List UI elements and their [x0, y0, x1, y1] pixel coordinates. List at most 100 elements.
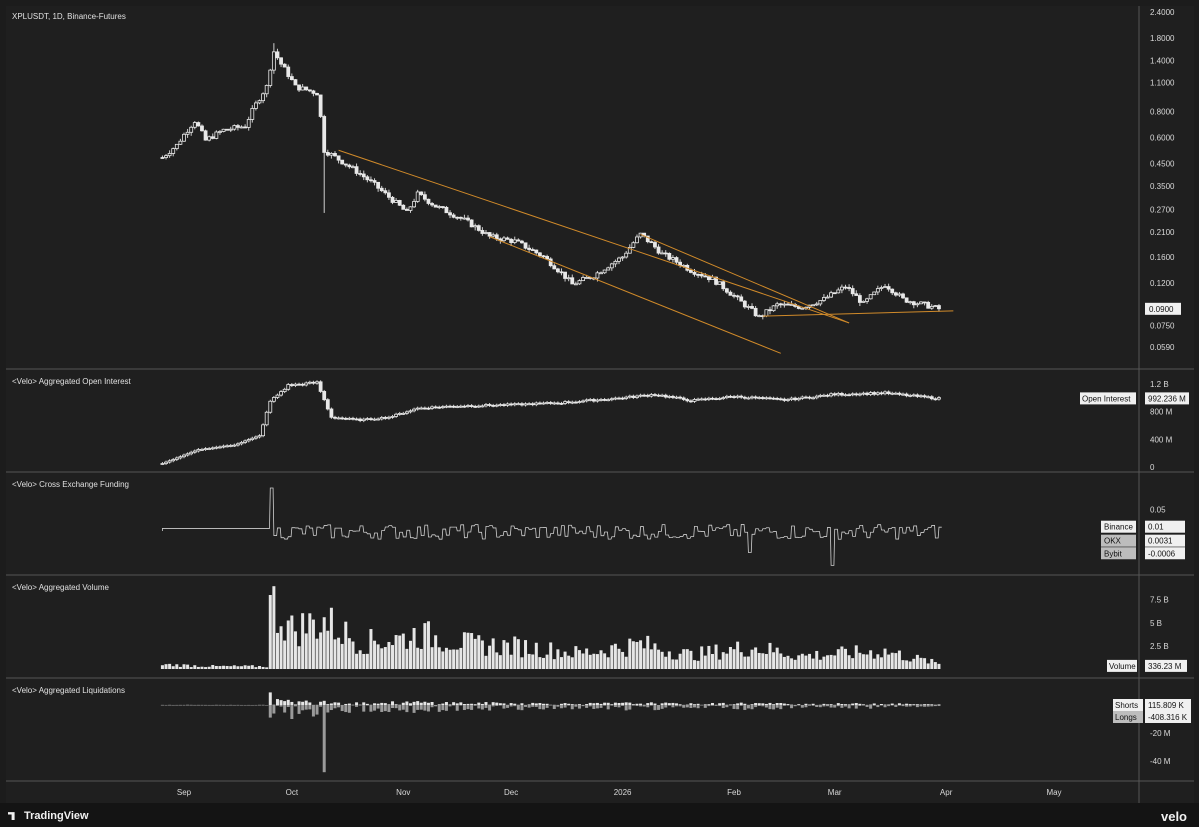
candle-down [451, 214, 456, 218]
volume-bar [664, 656, 668, 669]
oi-candle [372, 418, 377, 421]
oi-candle [261, 424, 265, 437]
oi-candle [893, 392, 898, 395]
volume-bar [297, 646, 301, 669]
liquidation-long-bar [168, 705, 172, 706]
liquidation-long-bar [808, 705, 812, 706]
volume-bar [556, 649, 560, 669]
volume-bar [527, 653, 531, 669]
liquidation-short-bar [531, 702, 535, 705]
price-tick-label: 0.8000 [1150, 107, 1175, 116]
oi-candle [541, 402, 546, 405]
volume-bar [926, 663, 930, 669]
oi-candle [771, 397, 776, 400]
candle-up [185, 131, 190, 135]
liquidation-long-bar [581, 705, 585, 707]
volume-bar [412, 627, 416, 669]
time-tick-label: May [1046, 788, 1061, 797]
oi-candle [333, 416, 337, 419]
volume-bar [232, 665, 236, 669]
funding-title[interactable]: <Velo> Cross Exchange Funding [12, 480, 129, 489]
price-tick-label: 0.6000 [1150, 133, 1175, 142]
volume-bar [405, 648, 409, 669]
volume-bar [757, 652, 761, 669]
liquidation-short-bar [329, 703, 333, 705]
volume-bar [225, 665, 229, 669]
volume-bar [275, 632, 279, 669]
candle-up [839, 286, 844, 291]
volume-bar [577, 650, 581, 669]
volume-bar [419, 648, 423, 669]
oi-candle [494, 404, 499, 407]
liquidation-long-bar [937, 705, 941, 707]
liquidation-short-bar [890, 703, 894, 705]
liquidation-short-bar [268, 692, 272, 705]
volume-bar [283, 640, 287, 669]
candle-down [739, 296, 744, 302]
oi-candle [466, 405, 470, 407]
candle-down [358, 173, 363, 175]
oi-tick-label: 400 M [1150, 435, 1173, 444]
liquidation-long-bar [714, 705, 718, 706]
volume-tick-label: 5 B [1150, 619, 1162, 628]
volume-bar [491, 638, 495, 669]
oi-candle [268, 400, 273, 413]
liquidation-long-bar [286, 705, 290, 707]
liquidation-long-bar [211, 705, 215, 706]
liquidation-long-bar [484, 705, 488, 708]
liquidation-short-bar [804, 703, 808, 705]
oi-candle [480, 405, 485, 408]
volume-bar [613, 643, 617, 669]
liquidation-long-bar [182, 705, 186, 706]
volume-bar [653, 643, 657, 669]
liquidation-long-bar [222, 705, 226, 706]
funding-series-line [162, 487, 942, 566]
liquidations-title[interactable]: <Velo> Aggregated Liquidations [12, 686, 125, 695]
oi-candle [793, 397, 798, 401]
candle-down [340, 159, 345, 165]
volume-bar [872, 658, 876, 669]
chart-canvas[interactable]: 2.4000 1.8000 1.4000 1.1000 0.8000 0.6000 0.45… [6, 6, 1194, 803]
open-interest-title[interactable]: <Velo> Aggregated Open Interest [12, 377, 131, 386]
liquidation-long-bar [466, 705, 470, 710]
oi-candle [760, 397, 765, 399]
volume-bar [646, 635, 650, 669]
oi-candle [829, 393, 834, 397]
liquidation-long-bar [275, 705, 279, 706]
volume-bar [542, 657, 546, 669]
candle-down [721, 281, 726, 290]
oi-candle [325, 399, 330, 410]
volume-bar [243, 665, 247, 669]
oi-candle [404, 411, 409, 414]
tradingview-logo[interactable]: TradingView [8, 810, 89, 822]
oi-candle [879, 392, 884, 395]
price-tick-label: 0.0590 [1150, 343, 1175, 352]
oi-candle [861, 392, 866, 395]
volume-bar [696, 660, 700, 669]
liquidation-short-bar [545, 703, 549, 705]
oi-candle [591, 399, 596, 402]
liquidation-legend-box [1113, 699, 1143, 711]
liquidation-long-bar [160, 705, 164, 706]
volume-title[interactable]: <Velo> Aggregated Volume [12, 583, 109, 592]
candle-down [667, 253, 672, 260]
candle-up [660, 252, 665, 255]
oi-candle [577, 401, 582, 403]
liquidation-long-bar [923, 705, 927, 707]
liquidation-long-bar [304, 705, 308, 710]
liquidation-long-bar [826, 705, 830, 707]
liquidation-long-bar [624, 705, 628, 711]
candle-up [246, 119, 251, 128]
liquidation-long-bar [376, 705, 380, 709]
liquidation-long-bar [851, 705, 855, 706]
time-tick-label: Dec [504, 788, 518, 797]
liquidation-long-bar [462, 705, 466, 711]
symbol-label[interactable]: XPLUSDT, 1D, Binance-Futures [12, 12, 126, 21]
oi-candle [458, 405, 463, 408]
oi-candle [203, 448, 208, 451]
oi-candle [286, 384, 291, 390]
liquidation-long-bar [833, 705, 837, 708]
liquidation-short-bar [538, 703, 542, 705]
liquidation-long-bar [631, 705, 635, 706]
candle-up [746, 306, 751, 308]
